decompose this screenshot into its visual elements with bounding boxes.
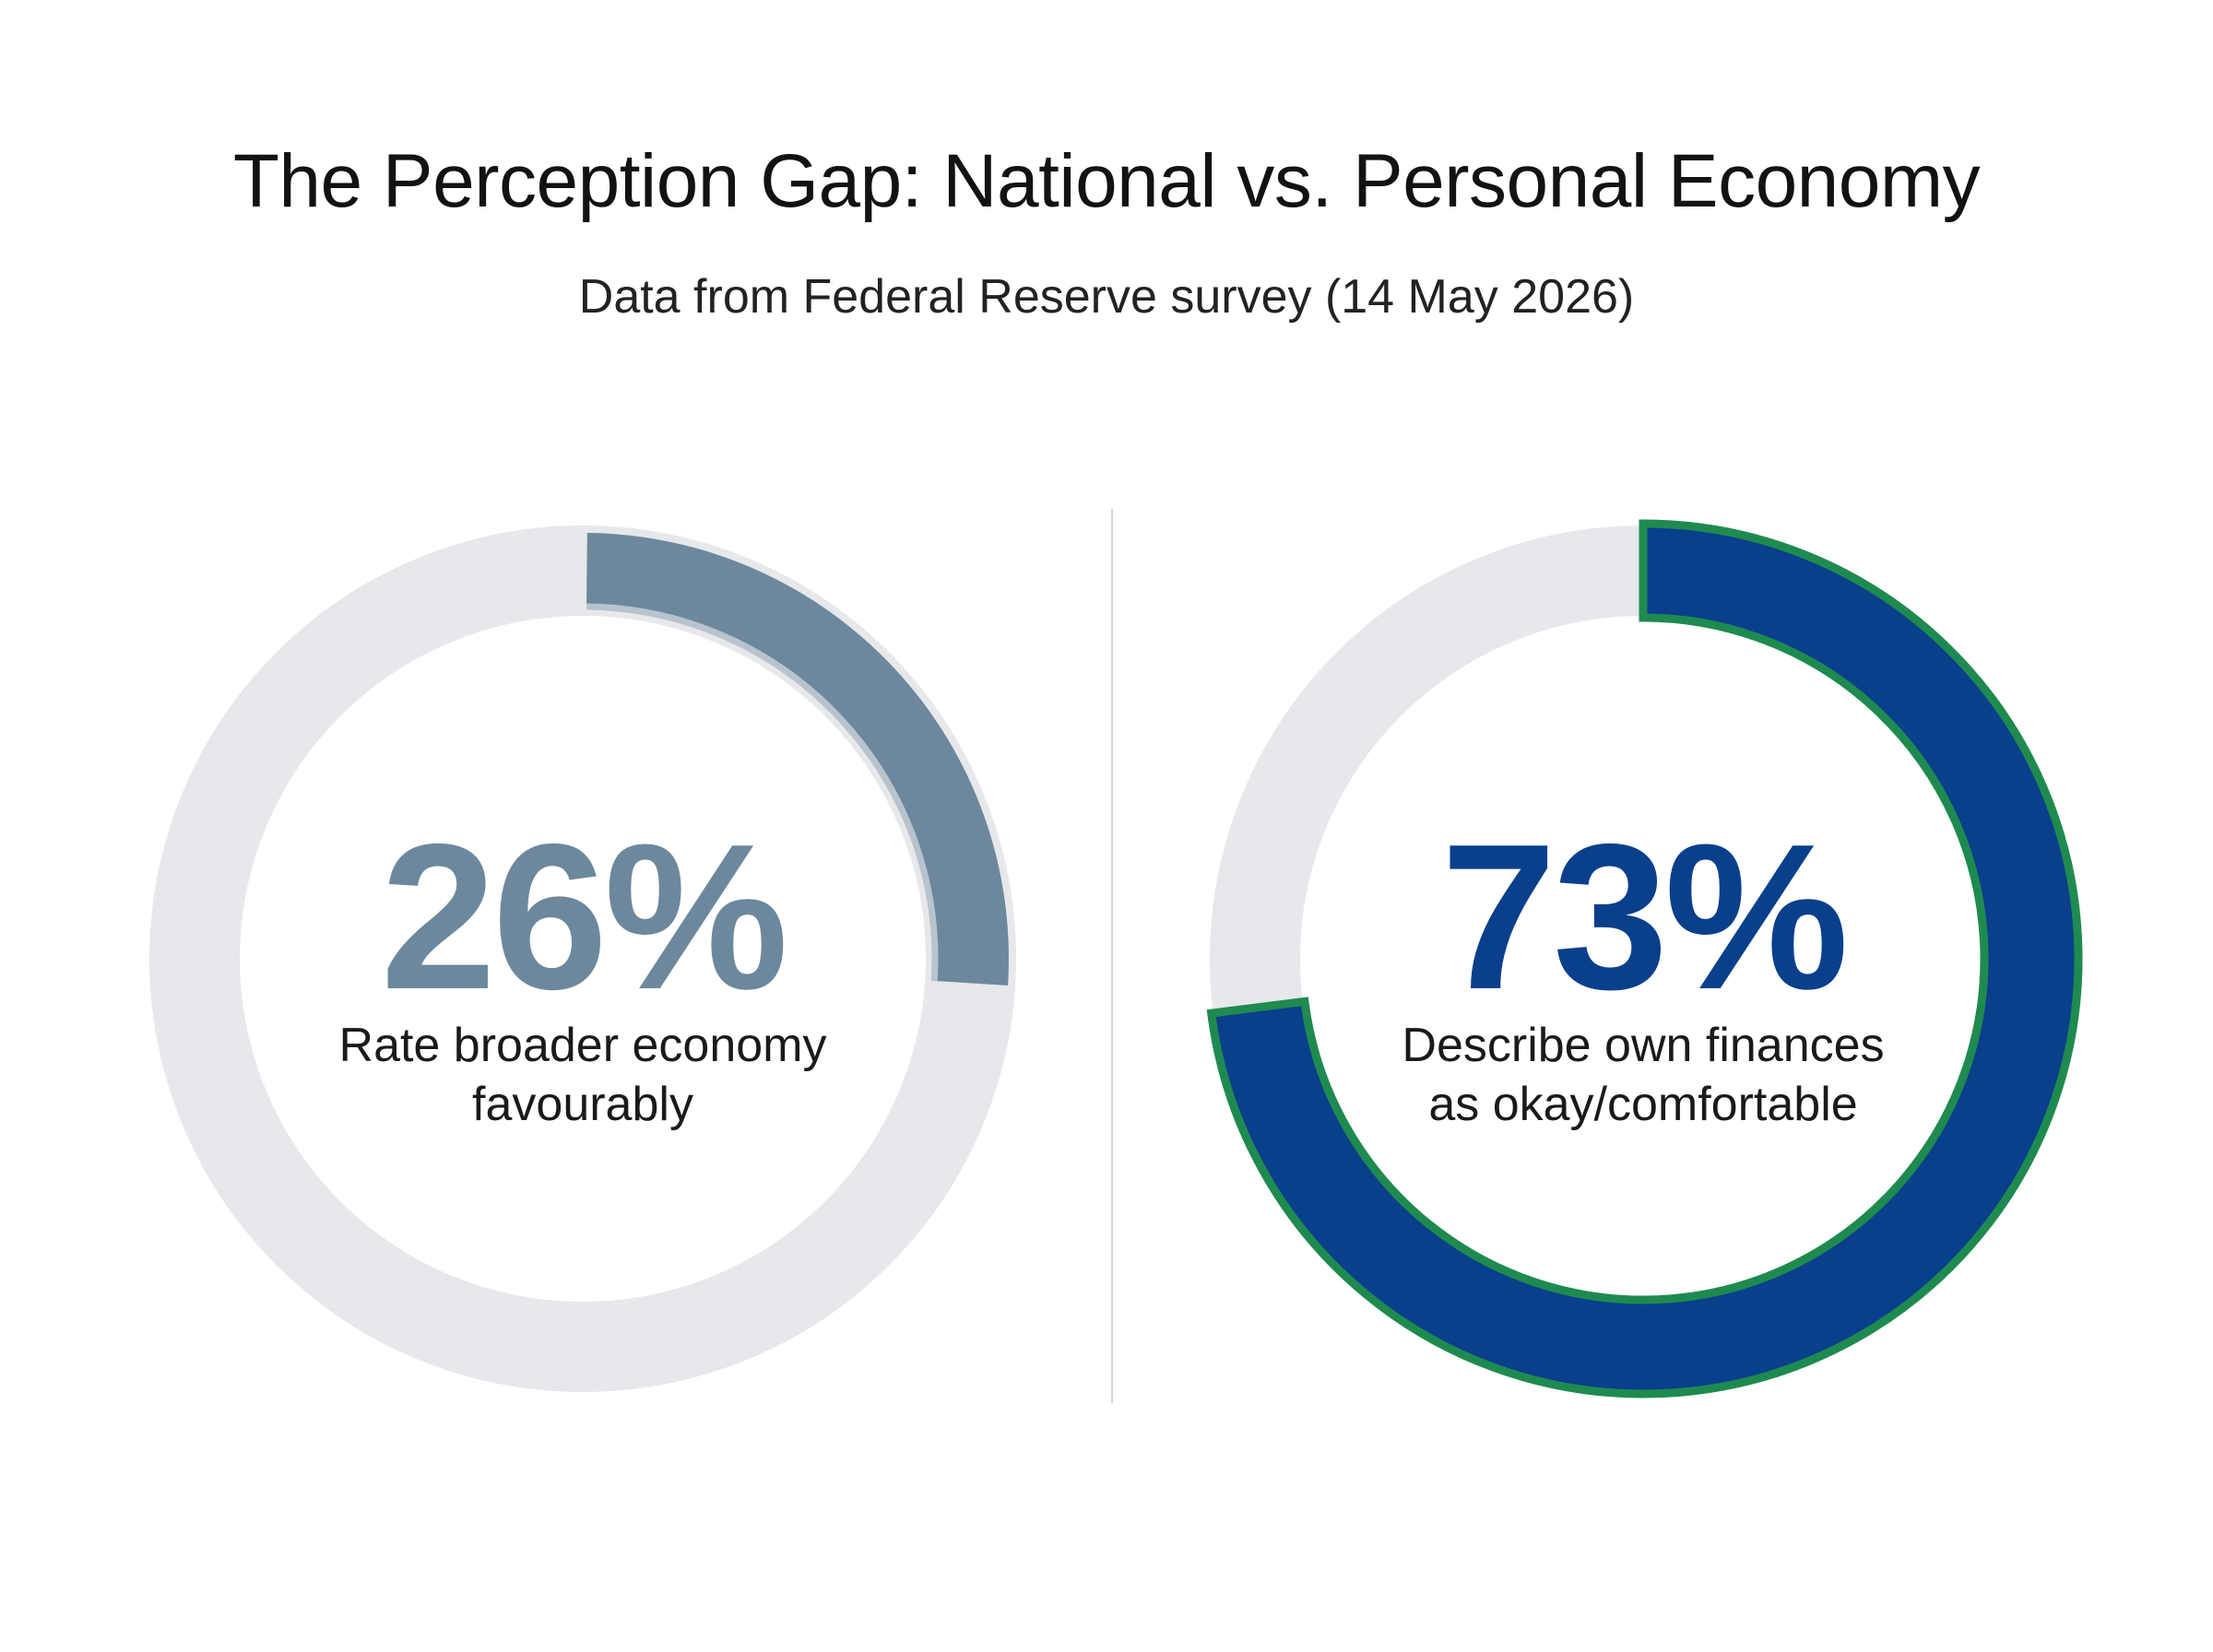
national-label: Rate broader economy favourably (214, 1016, 952, 1134)
national-label-line-2: favourably (472, 1078, 693, 1131)
national-arc-inner-edge (586, 603, 939, 982)
chart-subtitle: Data from Federal Reserve survey (14 May… (578, 270, 1635, 324)
donut-national (149, 525, 1016, 1392)
national-value: 26% (380, 800, 788, 1032)
personal-value: 73% (1440, 800, 1849, 1032)
donut-personal (1206, 519, 2083, 1398)
national-label-line-1: Rate broader economy (338, 1019, 827, 1072)
national-value-arc (586, 533, 1009, 986)
personal-label-line-2: as okay/comfortable (1428, 1078, 1858, 1131)
panel-divider (1111, 509, 1113, 1403)
personal-value-arc (1206, 519, 2083, 1398)
personal-label-line-1: Describe own finances (1402, 1019, 1885, 1072)
chart-title: The Perception Gap: National vs. Persona… (232, 139, 1981, 223)
personal-label: Describe own finances as okay/comfortabl… (1274, 1016, 2012, 1134)
